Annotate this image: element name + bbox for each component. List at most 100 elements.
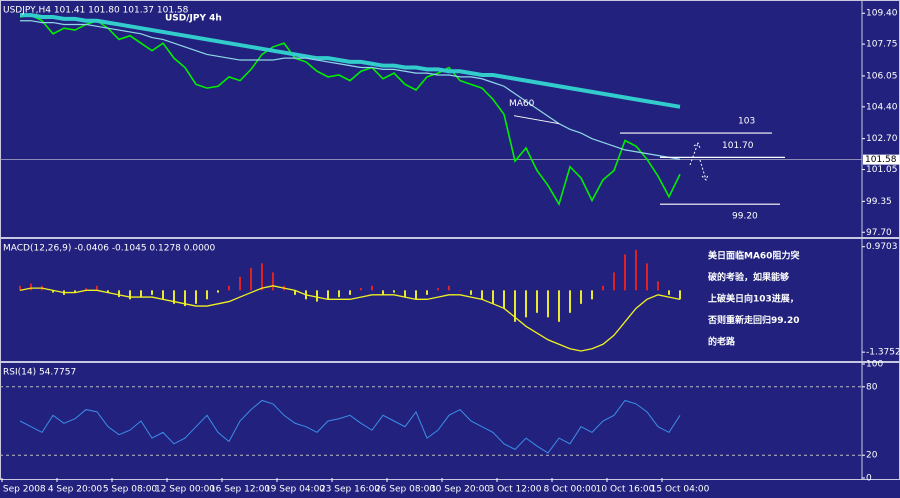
y-tick-label: 97.70 — [866, 228, 892, 238]
macd-bar — [459, 290, 461, 291]
current-price-label: 101.58 — [865, 155, 897, 165]
signal-line — [19, 285, 681, 352]
macd-bar — [250, 267, 252, 291]
macd-bar — [272, 272, 274, 291]
y-tick-label: 104.40 — [866, 102, 898, 112]
macd-bar — [294, 290, 296, 295]
rsi-line — [19, 399, 681, 454]
chart-title: USD/JPY 4h — [165, 14, 222, 24]
macd-bar — [140, 290, 142, 298]
note-text: 的老路 — [708, 336, 736, 348]
macd-bar — [316, 290, 318, 302]
macd-bar — [184, 290, 186, 307]
x-tick-label: 10 Oct 16:00 — [596, 485, 655, 495]
macd-bar — [426, 290, 428, 295]
macd-bar — [470, 290, 472, 295]
macd-bar — [668, 290, 670, 295]
macd-bar — [261, 263, 263, 291]
macd-bar — [217, 290, 219, 293]
y-tick-label: 106.05 — [866, 71, 898, 81]
level-label: 101.70 — [722, 141, 754, 151]
x-tick-label: 8 Oct 00:00 — [544, 485, 597, 495]
x-tick-label: 15 Oct 04:00 — [651, 485, 710, 495]
macd-bar — [371, 285, 373, 291]
macd-bar — [327, 290, 329, 300]
macd-bar — [349, 290, 351, 295]
macd-bar — [96, 285, 98, 291]
macd-bar — [118, 290, 120, 298]
macd-bar — [613, 272, 615, 291]
panel-frame — [0, 362, 900, 480]
level-label: 99.20 — [732, 212, 758, 222]
y-tick-label: 0 — [866, 474, 872, 484]
macd-bar — [206, 290, 208, 300]
panel-header: USDJPY,H4 101.41 101.80 101.37 101.58 — [3, 6, 189, 16]
macd-bar — [19, 285, 21, 291]
note-text: 上破美日向103进展， — [708, 293, 799, 305]
y-tick-label: 107.75 — [866, 40, 898, 50]
y-tick-label: 102.70 — [866, 134, 898, 144]
note-text: 否则重新走回归99.20 — [707, 314, 799, 326]
macd-bar — [536, 290, 538, 313]
macd-bar — [195, 290, 197, 304]
macd-bar — [107, 290, 109, 293]
x-tick-label: 2 Sep 2008 — [0, 485, 46, 495]
macd-bar — [657, 281, 659, 291]
x-tick-label: 26 Sep 08:00 — [375, 485, 435, 495]
macd-bar — [382, 290, 384, 295]
x-tick-label: 19 Sep 04:00 — [265, 485, 325, 495]
current-price-box — [863, 154, 900, 165]
x-tick-label: 4 Sep 20:00 — [48, 485, 103, 495]
x-tick-label: 5 Sep 08:00 — [103, 485, 158, 495]
macd-bar — [74, 290, 76, 293]
ma-label: MA60 — [509, 99, 535, 109]
macd-bar — [30, 283, 32, 291]
note-text: 美日面临MA60阻力突 — [708, 250, 799, 262]
moving-average — [20, 13, 681, 109]
y-tick-label: 109.40 — [866, 9, 898, 19]
note-text: 破的考验，如果能够 — [708, 271, 789, 283]
macd-bar — [602, 285, 604, 291]
y-tick-label: 99.35 — [866, 197, 892, 207]
x-tick-label: 23 Sep 16:00 — [320, 485, 380, 495]
macd-bar — [503, 290, 505, 309]
x-tick-label: 16 Sep 12:00 — [210, 485, 270, 495]
y-tick-label: 20 — [866, 451, 878, 461]
macd-bar — [679, 290, 681, 300]
macd-bar — [129, 290, 131, 300]
x-tick-label: 12 Sep 00:00 — [155, 485, 215, 495]
macd-bar — [85, 288, 87, 291]
macd-bar — [52, 290, 54, 293]
macd-bar — [514, 290, 516, 322]
y-tick-label: 101.05 — [866, 165, 898, 175]
macd-bar — [437, 288, 439, 291]
macd-bar — [162, 290, 164, 300]
macd-bar — [635, 249, 637, 291]
price-line — [19, 14, 681, 207]
y-tick-label: -1.3752 — [866, 348, 900, 358]
macd-bar — [228, 285, 230, 291]
macd-bar — [173, 290, 175, 304]
macd-bar — [448, 285, 450, 291]
macd-bar — [525, 290, 527, 318]
macd-bar — [481, 290, 483, 300]
macd-bar — [415, 290, 417, 300]
y-tick-label: 100 — [866, 360, 883, 370]
macd-bar — [393, 290, 395, 293]
macd-bar — [569, 290, 571, 313]
macd-bar — [239, 276, 241, 291]
x-tick-label: 3 Oct 12:00 — [489, 485, 542, 495]
macd-bar — [591, 290, 593, 300]
y-tick-label: 0.9703 — [866, 242, 898, 252]
macd-bar — [404, 290, 406, 298]
macd-bar — [360, 288, 362, 291]
panel-frame — [0, 0, 900, 238]
macd-bar — [492, 290, 494, 304]
macd-bar — [624, 254, 626, 291]
macd-bar — [646, 263, 648, 291]
y-tick-label: 80 — [866, 382, 878, 392]
panel-header: MACD(12,26,9) -0.0406 -0.1045 0.1278 0.0… — [3, 244, 216, 254]
ma-pointer — [513, 115, 560, 125]
macd-bar — [547, 290, 549, 318]
